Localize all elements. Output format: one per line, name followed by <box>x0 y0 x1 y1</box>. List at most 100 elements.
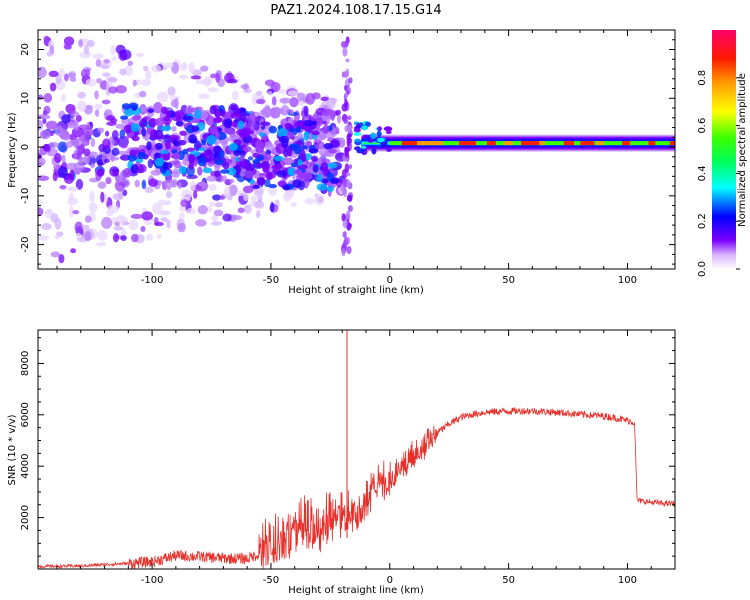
heat-blob-core <box>242 185 254 194</box>
heat-spike <box>342 231 347 238</box>
heat-spike <box>341 213 346 222</box>
heat-blob <box>85 78 97 87</box>
stable-signal-peak <box>580 141 595 146</box>
heat-blob-core <box>155 142 163 150</box>
heat-blob <box>116 175 124 183</box>
heat-blob <box>151 64 162 73</box>
heat-blob <box>54 125 63 137</box>
heat-spike <box>342 220 348 229</box>
heat-blob-core <box>230 104 238 111</box>
heat-transition <box>386 148 392 152</box>
heat-blob <box>97 181 107 189</box>
heat-blob-core <box>244 170 254 179</box>
heat-blob <box>119 216 129 227</box>
heat-blob <box>157 91 169 103</box>
heat-blob-core <box>129 149 138 156</box>
heat-blob <box>59 184 67 190</box>
heat-blob <box>94 103 103 110</box>
heat-blob <box>224 72 235 84</box>
heat-blob <box>69 169 75 181</box>
heat-blob <box>127 60 134 66</box>
heat-blob-core <box>120 115 129 120</box>
heat-blob-core <box>147 108 155 113</box>
heat-blob-core <box>326 172 335 182</box>
heat-blob <box>105 115 116 121</box>
heat-blob-core <box>316 174 323 183</box>
stable-signal-peak <box>521 141 540 146</box>
heat-blob <box>111 147 120 156</box>
y-tick-label: -10 <box>20 188 31 204</box>
heat-blob-core <box>165 110 172 117</box>
heat-blob <box>303 105 309 117</box>
heat-blob <box>112 232 119 243</box>
heat-blob-core <box>153 129 164 140</box>
heat-blob <box>206 175 217 182</box>
heat-blob <box>89 190 95 203</box>
heat-blob <box>198 93 210 99</box>
heat-blob-core <box>300 153 307 162</box>
heat-blob <box>143 65 149 72</box>
heat-blob <box>38 207 44 217</box>
heat-blob-core <box>178 165 187 175</box>
heat-blob <box>173 160 182 169</box>
heat-blob <box>189 181 196 191</box>
heat-transition <box>353 132 362 136</box>
figure-title: PAZ1.2024.108.17.15.G14 <box>270 3 441 18</box>
heat-spike <box>345 210 351 220</box>
heat-blob-core <box>175 120 184 127</box>
heat-blob <box>166 219 171 229</box>
heat-blob-core <box>164 139 171 150</box>
heat-blob <box>46 51 53 57</box>
heat-blob-core <box>141 127 147 137</box>
heat-blob <box>45 120 58 130</box>
heat-blob <box>97 229 108 241</box>
heat-blob <box>174 97 179 110</box>
heat-blob <box>84 230 92 242</box>
heat-blob <box>74 221 84 233</box>
heat-blob <box>211 221 222 226</box>
heat-blob-core <box>301 171 313 181</box>
heat-blob <box>290 202 298 207</box>
heat-blob-core <box>239 112 251 117</box>
heat-blob <box>153 101 163 114</box>
heat-spike <box>348 164 353 169</box>
stable-signal-peak <box>433 141 444 146</box>
snr-background <box>38 330 675 569</box>
heat-blob <box>201 78 211 86</box>
x-tick-label: 50 <box>502 275 515 286</box>
heat-blob <box>43 105 51 115</box>
heat-blob <box>123 135 130 140</box>
heat-blob-core <box>266 171 273 181</box>
heat-blob-core <box>148 118 157 128</box>
heat-blob-core <box>212 117 223 124</box>
heat-blob <box>64 73 69 82</box>
heat-blob <box>311 92 321 100</box>
heat-spike <box>343 119 349 125</box>
heat-blob <box>119 129 126 139</box>
heat-blob <box>103 59 110 64</box>
heat-blob <box>279 97 292 104</box>
heat-blob <box>211 214 219 222</box>
heat-blob <box>123 65 134 77</box>
heat-blob-core <box>310 155 318 163</box>
heat-blob-core <box>262 163 270 174</box>
heat-blob <box>82 127 94 137</box>
heat-transition <box>364 121 371 127</box>
heat-blob <box>144 134 150 142</box>
heat-blob-core <box>278 135 290 144</box>
heat-blob <box>243 192 249 202</box>
heat-blob <box>73 162 85 172</box>
heat-blob <box>58 68 66 78</box>
heat-spike <box>342 46 348 57</box>
heat-blob-core <box>206 149 212 157</box>
heat-blob <box>102 138 111 150</box>
heat-blob <box>159 210 171 216</box>
heat-blob <box>62 133 71 141</box>
heat-blob <box>331 127 337 138</box>
heat-blob <box>81 224 90 230</box>
heat-blob <box>105 130 110 137</box>
heat-blob-core <box>268 183 278 189</box>
heat-blob <box>338 137 346 147</box>
heat-transition <box>377 137 385 143</box>
